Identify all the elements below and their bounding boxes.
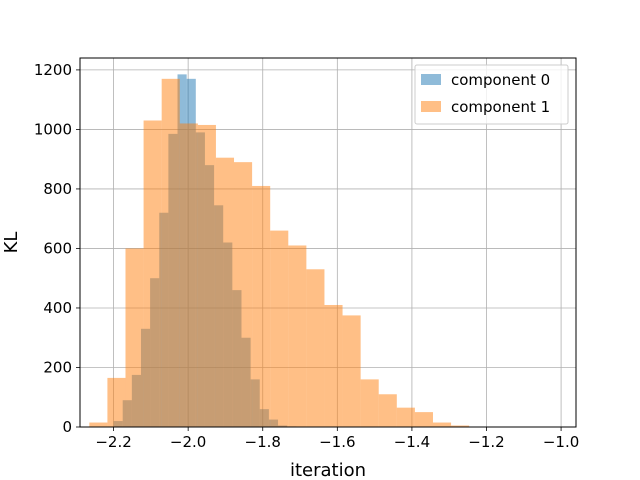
histogram-bar-component-1 [396, 407, 415, 427]
axis-ticks: −2.2 −2.0 −1.8 −1.6 −1.4 −1.2 −1.0 0 200 400 600 80… [34, 61, 579, 451]
legend-swatch-component-0 [421, 74, 441, 85]
x-tick-label: −1.4 [394, 433, 430, 451]
histogram-bar-component-1 [360, 379, 379, 427]
histogram-bar-component-1 [252, 185, 271, 427]
histogram-bar-component-1 [125, 248, 144, 427]
legend: component 0 component 1 [414, 64, 569, 125]
legend-label-component-0: component 0 [451, 71, 550, 89]
y-tick-label: 0 [62, 418, 72, 436]
legend-swatch-component-1 [421, 101, 441, 112]
histogram-bar-component-1 [161, 78, 180, 428]
legend-label-component-1: component 1 [451, 98, 550, 116]
histogram-bar-component-1 [432, 422, 452, 427]
y-tick-label: 600 [43, 239, 72, 257]
histogram-bar-component-1 [234, 162, 253, 427]
x-axis-label: iteration [290, 460, 366, 480]
x-tick-label: −1.8 [245, 433, 281, 451]
histogram-bar-component-1 [143, 120, 162, 427]
legend-box [414, 64, 569, 125]
histogram-bar-component-1 [414, 412, 433, 427]
histogram-bar-component-1 [215, 157, 235, 427]
y-axis-label: KL [1, 232, 22, 254]
plot-frame [79, 57, 577, 428]
y-tick-label: 1000 [34, 120, 72, 138]
x-tick-label: −2.2 [95, 433, 131, 451]
y-tick-label: 400 [43, 299, 72, 317]
histogram-bar-component-1 [451, 425, 470, 427]
histogram-bar-component-1 [179, 123, 198, 427]
histogram-bar-component-1 [378, 394, 397, 427]
histogram-bars [89, 74, 488, 428]
x-tick-label: −2.0 [170, 433, 206, 451]
histogram-bar-component-1 [197, 124, 216, 428]
histogram-bar-component-1 [107, 377, 126, 427]
x-tick-label: −1.2 [468, 433, 504, 451]
x-tick-label: −1.6 [319, 433, 355, 451]
histogram-bar-component-1 [89, 422, 108, 427]
histogram-bar-component-1 [306, 269, 325, 427]
histogram-bar-component-1 [270, 230, 289, 427]
histogram-bar-component-1 [342, 315, 361, 427]
histogram-bar-component-1 [324, 304, 343, 427]
y-tick-label: 200 [43, 358, 72, 376]
y-tick-label: 1200 [34, 61, 72, 79]
histogram-bar-component-1 [288, 245, 307, 427]
x-tick-label: −1.0 [543, 433, 579, 451]
y-tick-label: 800 [43, 180, 72, 198]
